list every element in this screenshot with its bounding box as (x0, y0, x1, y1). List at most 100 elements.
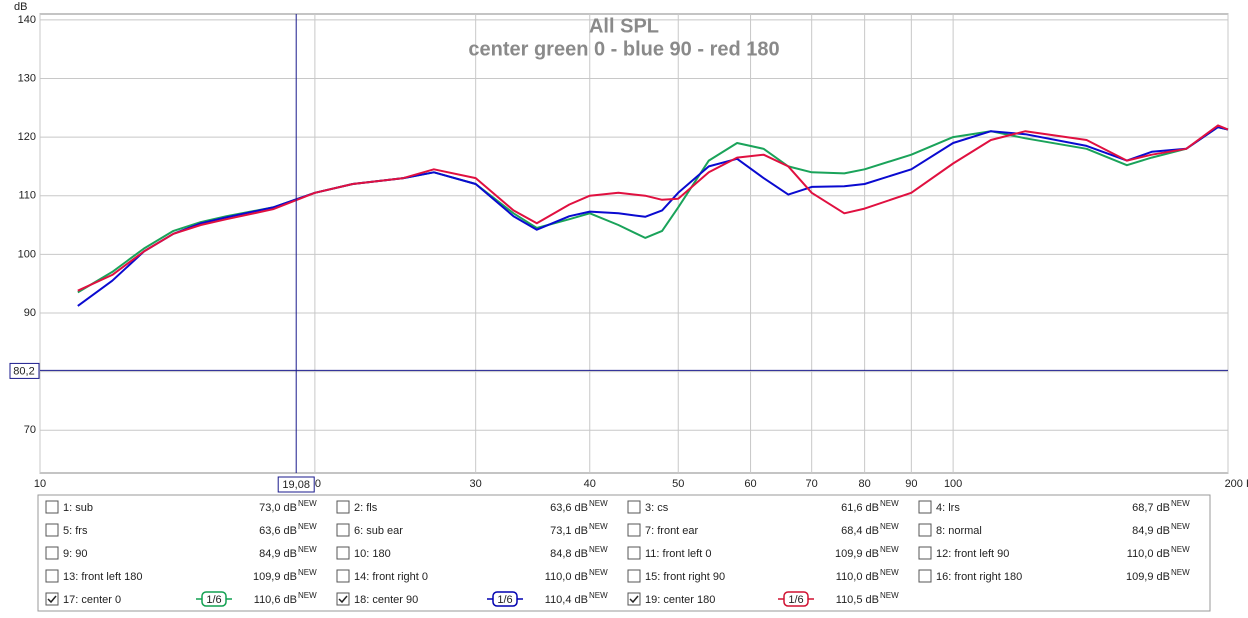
cursor-x-label: 19,08 (282, 479, 310, 491)
x-tick-label: 60 (744, 478, 756, 490)
chart-title: All SPL (589, 15, 659, 37)
new-tag: NEW (880, 591, 899, 600)
x-tick-label: 30 (470, 478, 482, 490)
checkbox[interactable] (45, 569, 59, 583)
legend-label: 9: 90 (63, 548, 87, 560)
legend-label: 2: fls (354, 502, 378, 514)
new-tag: NEW (589, 499, 608, 508)
checkmark (629, 595, 639, 604)
checkbox[interactable] (627, 500, 641, 514)
x-tick-label: 80 (859, 478, 871, 490)
checkbox[interactable] (918, 500, 932, 514)
legend-label: 6: sub ear (354, 525, 403, 537)
legend-value: 109,9 dB (1126, 571, 1170, 583)
checkbox[interactable] (627, 592, 641, 606)
legend-label: 7: front ear (645, 525, 699, 537)
plot-area (39, 13, 1229, 474)
legend-value: 110,0 dB (836, 571, 879, 583)
cursor-y-label: 80,2 (13, 365, 34, 377)
y-tick-label: 140 (18, 14, 36, 26)
legend-value: 110,4 dB (545, 594, 588, 606)
new-tag: NEW (298, 522, 317, 531)
legend-label: 10: 180 (354, 548, 391, 560)
checkbox[interactable] (918, 569, 932, 583)
y-tick-label: 90 (24, 307, 36, 319)
series-line (77, 126, 1229, 307)
checkbox[interactable] (336, 592, 350, 606)
new-tag: NEW (880, 545, 899, 554)
legend-value: 110,6 dB (254, 594, 297, 606)
legend-value: 63,6 dB (259, 525, 297, 537)
legend-label: 11: front left 0 (645, 548, 711, 560)
x-tick-label: 100 (944, 478, 962, 490)
new-tag: NEW (298, 499, 317, 508)
legend-label: 12: front left 90 (936, 548, 1009, 560)
legend-label: 15: front right 90 (645, 571, 725, 583)
legend-value: 68,7 dB (1132, 502, 1170, 514)
x-tick-label: 90 (905, 478, 917, 490)
legend-value: 110,0 dB (1127, 548, 1170, 560)
checkbox[interactable] (336, 546, 350, 560)
legend-value: 110,0 dB (545, 571, 588, 583)
y-tick-label: 70 (24, 424, 36, 436)
legend-label: 8: normal (936, 525, 982, 537)
legend-label: 4: lrs (936, 502, 960, 514)
legend-label: 1: sub (63, 502, 93, 514)
smoothing-box (783, 591, 809, 607)
checkbox[interactable] (45, 546, 59, 560)
smoothing-label: 1/6 (497, 594, 512, 606)
legend-label: 13: front left 180 (63, 571, 143, 583)
checkbox[interactable] (627, 569, 641, 583)
legend-label: 19: center 180 (645, 594, 715, 606)
checkbox[interactable] (336, 500, 350, 514)
legend-value: 61,6 dB (841, 502, 879, 514)
x-tick-label: 40 (584, 478, 596, 490)
legend-label: 3: cs (645, 502, 669, 514)
x-tick-label: 50 (672, 478, 684, 490)
legend-box (37, 494, 1211, 612)
legend-value: 73,0 dB (259, 502, 297, 514)
x-tick-label: 10 (34, 478, 46, 490)
smoothing-box (201, 591, 227, 607)
new-tag: NEW (1171, 499, 1190, 508)
series-line (77, 124, 1229, 292)
checkbox[interactable] (336, 523, 350, 537)
x-tick-label: 70 (806, 478, 818, 490)
new-tag: NEW (589, 591, 608, 600)
legend-value: 84,8 dB (550, 548, 588, 560)
y-axis-label: dB (14, 1, 27, 13)
legend-label: 17: center 0 (63, 594, 121, 606)
new-tag: NEW (1171, 568, 1190, 577)
checkbox[interactable] (336, 569, 350, 583)
new-tag: NEW (589, 545, 608, 554)
smoothing-label: 1/6 (206, 594, 221, 606)
checkbox[interactable] (627, 523, 641, 537)
checkmark (47, 595, 57, 604)
checkbox[interactable] (45, 592, 59, 606)
legend-value: 63,6 dB (550, 502, 588, 514)
checkbox[interactable] (627, 546, 641, 560)
new-tag: NEW (589, 568, 608, 577)
checkbox[interactable] (918, 523, 932, 537)
checkbox[interactable] (918, 546, 932, 560)
checkbox[interactable] (45, 523, 59, 537)
legend-label: 14: front right 0 (354, 571, 428, 583)
new-tag: NEW (880, 499, 899, 508)
y-tick-label: 110 (18, 190, 36, 202)
x-tick-label: 200 Hz (1225, 478, 1248, 490)
legend-value: 84,9 dB (1132, 525, 1170, 537)
new-tag: NEW (1171, 545, 1190, 554)
checkbox[interactable] (45, 500, 59, 514)
smoothing-label: 1/6 (788, 594, 803, 606)
y-tick-label: 100 (18, 248, 36, 260)
new-tag: NEW (589, 522, 608, 531)
legend-label: 18: center 90 (354, 594, 418, 606)
y-tick-label: 130 (18, 72, 36, 84)
legend-value: 109,9 dB (835, 548, 879, 560)
checkmark (338, 595, 348, 604)
legend-value: 73,1 dB (550, 525, 588, 537)
legend-value: 68,4 dB (841, 525, 879, 537)
new-tag: NEW (1171, 522, 1190, 531)
legend-label: 16: front right 180 (936, 571, 1022, 583)
